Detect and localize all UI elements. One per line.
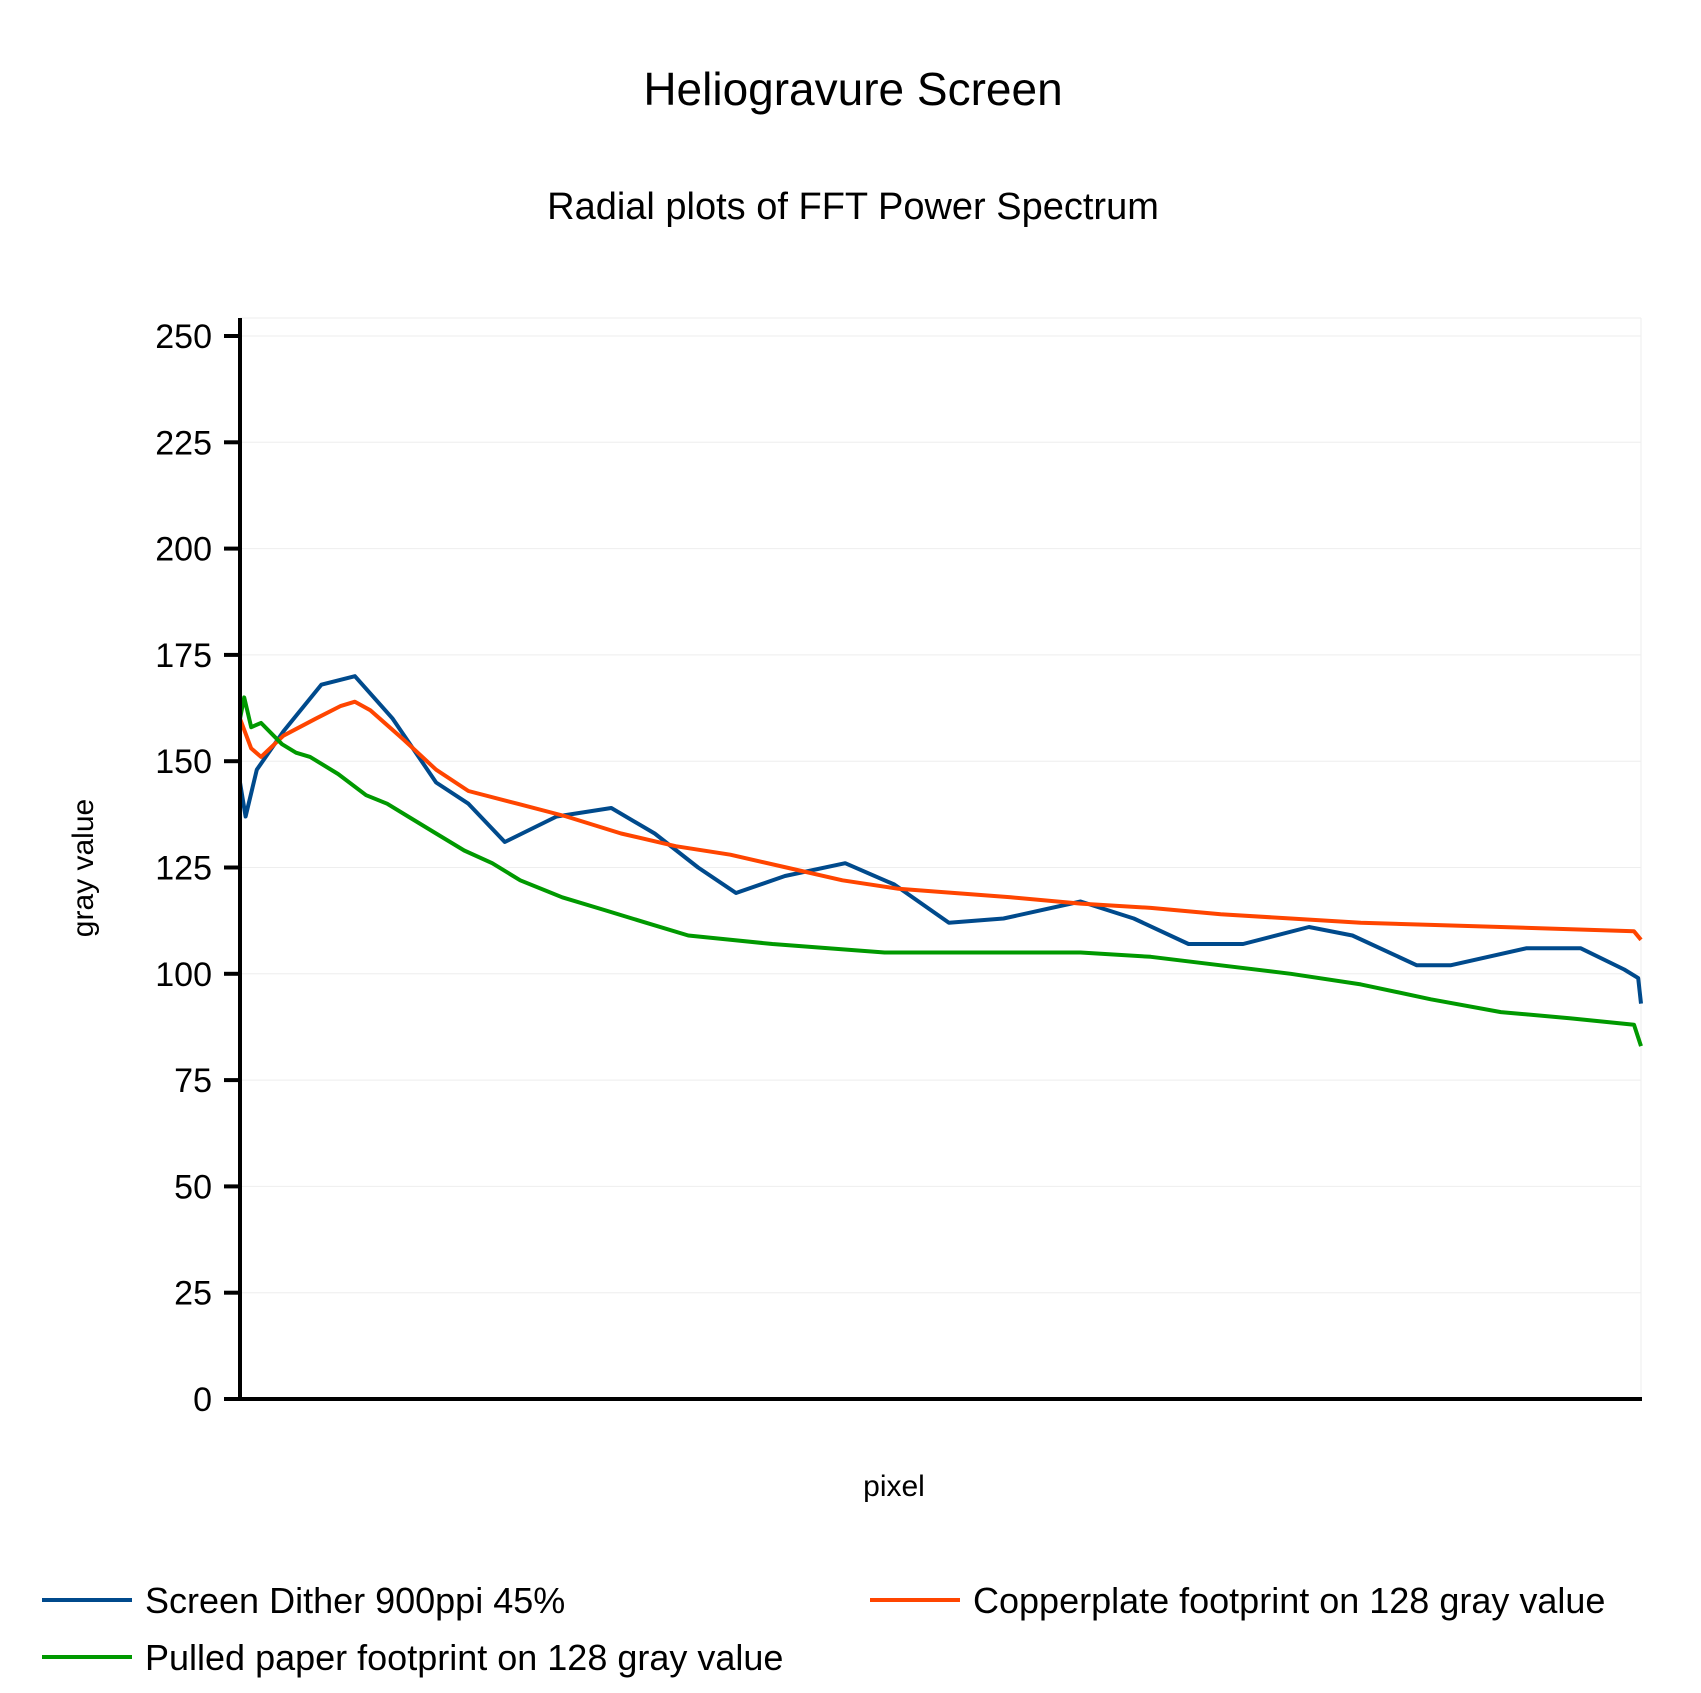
series-line-screen-dither [238, 674, 1643, 1004]
series-lines [238, 674, 1643, 1047]
y-tick-label: 250 [155, 318, 212, 356]
series-line-copperplate [238, 699, 1643, 942]
y-tick-label: 150 [155, 743, 212, 781]
y-tick-label: 200 [155, 531, 212, 569]
grid-lines [240, 317, 1642, 1399]
legend-label-screen-dither: Screen Dither 900ppi 45% [145, 1580, 565, 1621]
y-axis-label: gray value [67, 799, 100, 937]
y-tick-label: 25 [174, 1275, 212, 1313]
y-tick-label: 0 [193, 1381, 212, 1419]
y-tick-label: 125 [155, 850, 212, 888]
legend-label-copperplate: Copperplate footprint on 128 gray value [973, 1580, 1605, 1621]
x-axis-label: pixel [863, 1470, 925, 1503]
y-tick-label: 175 [155, 637, 212, 675]
y-tick-label: 225 [155, 424, 212, 462]
series-line-pulled-paper [238, 695, 1643, 1047]
chart-title: Heliogravure Screen [643, 63, 1062, 115]
y-tick-label: 75 [174, 1062, 212, 1100]
y-axis-ticks: 0 25 50 75 100 125 150 175 200 225 250 [155, 318, 240, 1419]
y-tick-label: 100 [155, 956, 212, 994]
legend: Screen Dither 900ppi 45% Copperplate foo… [42, 1580, 1605, 1678]
y-tick-label: 50 [174, 1168, 212, 1206]
legend-label-pulled-paper: Pulled paper footprint on 128 gray value [145, 1637, 783, 1678]
chart-subtitle: Radial plots of FFT Power Spectrum [547, 186, 1159, 228]
